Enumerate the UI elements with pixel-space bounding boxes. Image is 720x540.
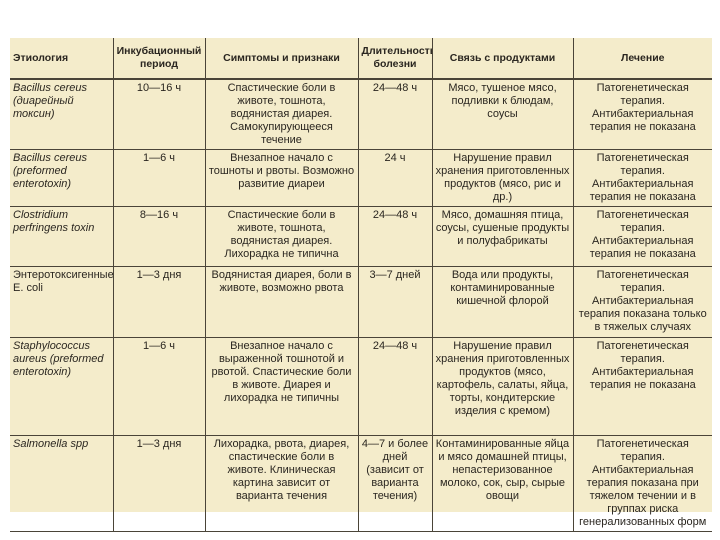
table-cell: 24—48 ч <box>357 79 433 150</box>
table-cell: Патогенетическая терапия. Антибактериаль… <box>572 206 712 267</box>
table-row: Clostridium perfringens toxin 8—16 ч Спаст… <box>10 206 712 267</box>
table-cell: 1—6 ч <box>112 337 206 436</box>
table-cell: Спастические боли в животе, тошнота, вод… <box>204 79 359 150</box>
table-cell: Патогенетическая терапия. Антибактериаль… <box>572 266 712 338</box>
table-cell: Патогенетическая терапия. Антибактериаль… <box>572 435 712 532</box>
table-cell: 3—7 дней <box>357 266 433 338</box>
table-cell: Мясо, домашняя птица, соусы, сушеные про… <box>431 206 574 267</box>
table-cell: Патогенетическая терапия. Антибактериаль… <box>572 149 712 207</box>
table-cell: Контаминированные яйца и мясо домашней п… <box>431 435 574 532</box>
table-row: Bacillus cereus (диарейный токсин) 10—16 … <box>10 79 712 150</box>
table-cell: 8—16 ч <box>112 206 206 267</box>
table-cell: Нарушение правил хранения приготовленных… <box>431 149 574 207</box>
header-cell: Длительность болезни <box>357 38 433 80</box>
table-cell: 4—7 и более дней (зависит от варианта те… <box>357 435 433 532</box>
table-row: Bacillus cereus (preformed enterotoxin) 1… <box>10 149 712 207</box>
table-body: Bacillus cereus (диарейный токсин) 10—16 … <box>10 79 712 532</box>
table-cell: Внезапное начало с выраженной тошнотой и… <box>204 337 359 436</box>
table-cell: Внезапное начало с тошноты и рвоты. Возм… <box>204 149 359 207</box>
table-cell: 10—16 ч <box>112 79 206 150</box>
table-cell: Bacillus cereus (preformed enterotoxin) <box>10 149 114 207</box>
table: Этиология Инкубационный период Симптомы и … <box>10 38 712 532</box>
table-row: Salmonella spp 1—3 дня Лихорадка, рвота, д… <box>10 435 712 532</box>
table-cell: Лихорадка, рвота, диарея, спастические б… <box>204 435 359 532</box>
table-cell: Мясо, тушеное мясо, подливки к блюдам, с… <box>431 79 574 150</box>
table-cell: Патогенетическая терапия. Антибактериаль… <box>572 337 712 436</box>
table-cell: 1—3 дня <box>112 435 206 532</box>
table-cell: Нарушение правил хранения приготовленных… <box>431 337 574 436</box>
table-cell: Staphylococcus aureus (preformed enterot… <box>10 337 114 436</box>
table-row: Staphylococcus aureus (preformed enterot… <box>10 337 712 436</box>
header-cell: Инкубационный период <box>112 38 206 80</box>
header-row: Этиология Инкубационный период Симптомы и … <box>10 38 712 80</box>
table-cell: 24—48 ч <box>357 206 433 267</box>
table-cell: 1—3 дня <box>112 266 206 338</box>
header-cell: Этиология <box>10 38 114 80</box>
table-cell: Водянистая диарея, боли в животе, возмож… <box>204 266 359 338</box>
header-cell: Лечение <box>572 38 712 80</box>
table-cell: 24 ч <box>357 149 433 207</box>
table-container: Этиология Инкубационный период Симптомы и … <box>10 38 712 532</box>
table-cell: 24—48 ч <box>357 337 433 436</box>
table-row: Энтеротоксигенные E. coli 1—3 дня Водянист… <box>10 266 712 338</box>
table-cell: Энтеротоксигенные E. coli <box>10 266 114 338</box>
table-cell: Спастические боли в животе, тошнота, вод… <box>204 206 359 267</box>
table-cell: Вода или продукты, контаминированные киш… <box>431 266 574 338</box>
table-cell: Clostridium perfringens toxin <box>10 206 114 267</box>
table-cell: Bacillus cereus (диарейный токсин) <box>10 79 114 150</box>
header-cell: Связь с продуктами <box>431 38 574 80</box>
table-cell: 1—6 ч <box>112 149 206 207</box>
table-cell: Патогенетическая терапия. Антибактериаль… <box>572 79 712 150</box>
header-cell: Симптомы и признаки <box>204 38 359 80</box>
table-cell: Salmonella spp <box>10 435 114 532</box>
